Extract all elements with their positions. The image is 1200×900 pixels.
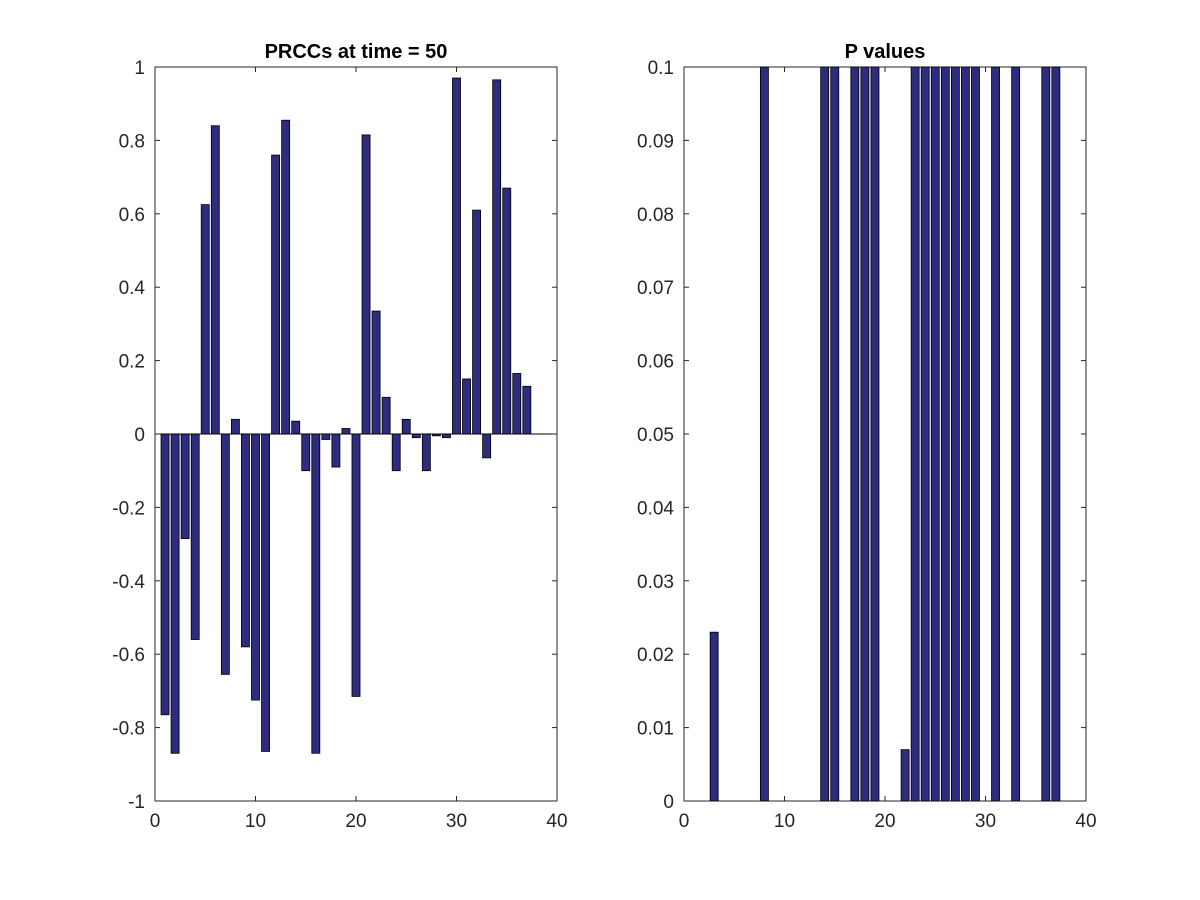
bar xyxy=(371,310,381,435)
bar xyxy=(1041,66,1051,802)
bar xyxy=(331,433,341,468)
bar xyxy=(442,433,451,439)
bar xyxy=(411,433,421,439)
bar xyxy=(492,79,502,435)
bar xyxy=(522,385,532,435)
x-tick-label: 40 xyxy=(1075,811,1096,832)
bar xyxy=(830,66,840,802)
bar xyxy=(341,428,351,435)
y-tick-label: 0.04 xyxy=(637,498,674,519)
y-tick-label: 0.08 xyxy=(637,205,674,226)
y-tick-label: -0.2 xyxy=(112,498,145,519)
p-values-chart: 0 0.01 0.02 0.03 0.04 0.05 0.06 0.07 0.08 0.09 0.1… xyxy=(637,41,1097,832)
bar xyxy=(251,433,260,701)
bar xyxy=(220,433,230,675)
bar xyxy=(971,66,980,802)
bar xyxy=(210,125,220,435)
bar xyxy=(321,433,331,440)
bar xyxy=(391,433,401,472)
bar xyxy=(860,66,870,802)
bar xyxy=(502,187,512,435)
bar xyxy=(271,154,281,435)
y-tick-label: 0.8 xyxy=(119,131,145,152)
y-tick-label: -1 xyxy=(128,792,145,813)
x-tick-label: 0 xyxy=(150,811,161,832)
y-tick-label: 0.1 xyxy=(648,58,674,79)
bar xyxy=(190,433,200,640)
y-tick-label: 0.07 xyxy=(637,278,674,299)
chart-title: PRCCs at time = 50 xyxy=(265,41,448,63)
bar xyxy=(381,396,391,435)
y-tick-label: 0 xyxy=(663,792,674,813)
bar xyxy=(160,433,170,716)
bar xyxy=(1011,66,1021,802)
y-tick-label: 0.2 xyxy=(119,352,145,373)
x-tick-label: 30 xyxy=(446,811,467,832)
bar xyxy=(1051,66,1061,802)
y-tick-label: 0.09 xyxy=(637,131,674,152)
x-tick-label: 40 xyxy=(546,811,567,832)
y-tick-label: 0.6 xyxy=(119,205,145,226)
bar xyxy=(991,66,1000,802)
bar xyxy=(361,134,371,435)
bar xyxy=(512,373,522,435)
bar xyxy=(850,66,860,802)
x-tick-label: 30 xyxy=(975,811,996,832)
bar xyxy=(920,66,930,802)
bar xyxy=(452,77,461,435)
bar xyxy=(200,204,210,435)
bar xyxy=(950,66,960,802)
bar xyxy=(709,631,719,802)
chart-title: P values xyxy=(845,41,926,63)
bar xyxy=(261,433,270,752)
x-tick-label: 0 xyxy=(679,811,690,832)
bar xyxy=(462,378,471,435)
x-tick-label: 10 xyxy=(245,811,266,832)
bar xyxy=(230,418,240,435)
bar xyxy=(482,433,492,459)
bar xyxy=(960,66,970,802)
bar xyxy=(311,433,321,754)
bar xyxy=(820,66,830,802)
x-tick-label: 20 xyxy=(874,811,895,832)
bar xyxy=(291,420,301,435)
y-tick-label: 0.06 xyxy=(637,352,674,373)
bar xyxy=(940,66,950,802)
bar xyxy=(870,66,880,802)
bar xyxy=(472,209,482,435)
x-tick-label: 10 xyxy=(774,811,795,832)
y-tick-label: 0.05 xyxy=(637,425,674,446)
y-tick-label: 0 xyxy=(134,425,145,446)
bar xyxy=(759,66,769,802)
y-tick-label: 0.02 xyxy=(637,645,674,666)
bar xyxy=(900,749,910,802)
y-tick-label: 0.01 xyxy=(637,719,674,740)
bar xyxy=(180,433,190,539)
bar xyxy=(241,433,250,648)
y-tick-label: 0.03 xyxy=(637,572,674,593)
y-tick-label: -0.4 xyxy=(112,572,145,593)
bar xyxy=(401,418,411,435)
axes-frame xyxy=(683,66,1087,802)
bar xyxy=(930,66,940,802)
x-tick-label: 20 xyxy=(345,811,366,832)
bar xyxy=(301,433,311,472)
bar xyxy=(170,433,180,754)
bar xyxy=(910,66,920,802)
bar xyxy=(281,119,291,435)
bar xyxy=(421,433,431,472)
y-tick-label: -0.8 xyxy=(112,719,145,740)
prcc-chart: -1-0.8-0.6-0.4-0.200.20.40.60.810 10 20 30 4… xyxy=(112,41,567,832)
y-tick-label: -0.6 xyxy=(112,645,145,666)
y-tick-label: 1 xyxy=(134,58,145,79)
y-tick-label: 0.4 xyxy=(119,278,146,299)
bar xyxy=(351,433,361,697)
